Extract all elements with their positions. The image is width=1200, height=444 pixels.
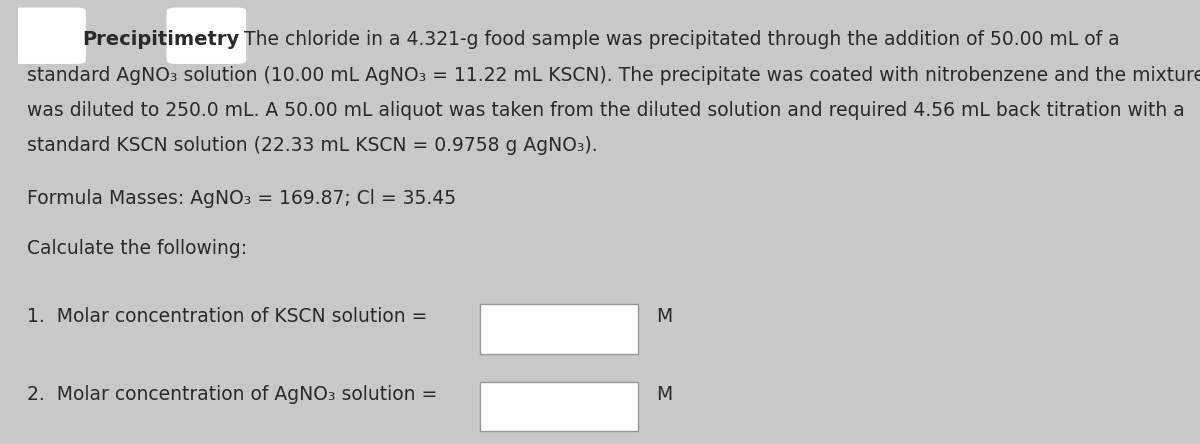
Text: 2.  Molar concentration of AgNO₃ solution =: 2. Molar concentration of AgNO₃ solution… bbox=[28, 385, 438, 404]
Text: standard KSCN solution (22.33 mL KSCN = 0.9758 g AgNO₃).: standard KSCN solution (22.33 mL KSCN = … bbox=[28, 136, 598, 155]
Text: Calculate the following:: Calculate the following: bbox=[28, 239, 247, 258]
FancyBboxPatch shape bbox=[480, 304, 638, 353]
FancyBboxPatch shape bbox=[480, 382, 638, 431]
Text: was diluted to 250.0 mL. A 50.00 mL aliquot was taken from the diluted solution : was diluted to 250.0 mL. A 50.00 mL aliq… bbox=[28, 101, 1186, 120]
Text: M: M bbox=[655, 385, 672, 404]
Text: 1.  Molar concentration of KSCN solution =: 1. Molar concentration of KSCN solution … bbox=[28, 307, 427, 326]
FancyBboxPatch shape bbox=[167, 8, 246, 64]
Text: Formula Masses: AgNO₃ = 169.87; Cl = 35.45: Formula Masses: AgNO₃ = 169.87; Cl = 35.… bbox=[28, 189, 456, 208]
Text: standard AgNO₃ solution (10.00 mL AgNO₃ = 11.22 mL KSCN). The precipitate was co: standard AgNO₃ solution (10.00 mL AgNO₃ … bbox=[28, 66, 1200, 85]
Text: M: M bbox=[655, 307, 672, 326]
FancyBboxPatch shape bbox=[11, 8, 86, 64]
Text: Precipitimetry: Precipitimetry bbox=[83, 30, 240, 49]
Text: The chloride in a 4.321-g food sample was precipitated through the addition of 5: The chloride in a 4.321-g food sample wa… bbox=[244, 30, 1120, 49]
